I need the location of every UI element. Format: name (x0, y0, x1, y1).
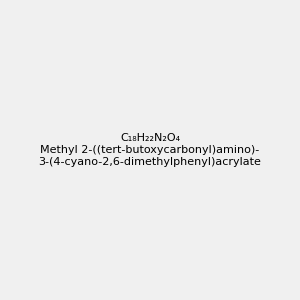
Text: C₁₈H₂₂N₂O₄
Methyl 2-((tert-butoxycarbonyl)amino)-
3-(4-cyano-2,6-dimethylphenyl): C₁₈H₂₂N₂O₄ Methyl 2-((tert-butoxycarbony… (39, 134, 261, 166)
